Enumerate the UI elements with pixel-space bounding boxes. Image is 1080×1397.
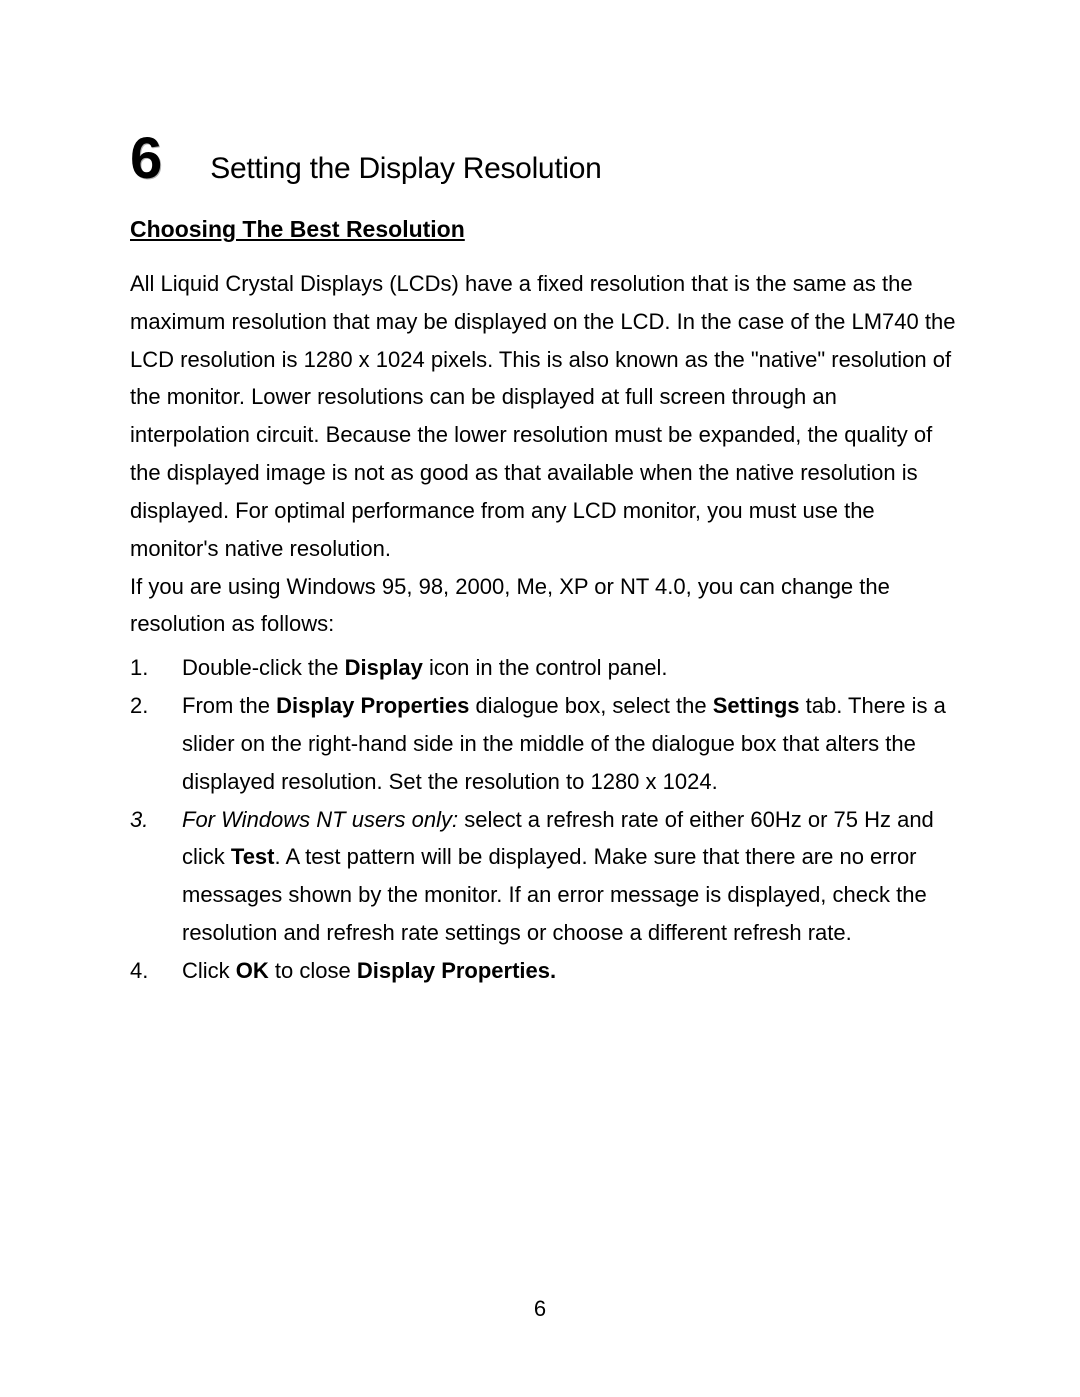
- bold-text: Display Properties: [276, 693, 469, 718]
- body-paragraph-2: If you are using Windows 95, 98, 2000, M…: [130, 568, 960, 644]
- list-item-4: 4. Click OK to close Display Properties.: [130, 952, 960, 990]
- bold-text: Test: [231, 844, 275, 869]
- chapter-title: Setting the Display Resolution: [210, 152, 601, 186]
- list-number: 2.: [130, 687, 182, 800]
- chapter-heading: 6 Setting the Display Resolution: [130, 130, 960, 188]
- list-item-1: 1. Double-click the Display icon in the …: [130, 649, 960, 687]
- bold-text: Settings: [713, 693, 800, 718]
- text-segment: icon in the control panel.: [423, 655, 668, 680]
- text-segment: . A test pattern will be displayed. Make…: [182, 844, 927, 945]
- list-number: 3.: [130, 801, 182, 952]
- list-number: 4.: [130, 952, 182, 990]
- chapter-number: 6: [130, 130, 162, 188]
- list-item-3: 3. For Windows NT users only: select a r…: [130, 801, 960, 952]
- list-content: For Windows NT users only: select a refr…: [182, 801, 960, 952]
- page-number: 6: [534, 1296, 546, 1322]
- italic-text: For Windows NT users only:: [182, 807, 464, 832]
- list-number: 1.: [130, 649, 182, 687]
- text-segment: Double-click the: [182, 655, 345, 680]
- text-segment: to close: [269, 958, 357, 983]
- list-content: Double-click the Display icon in the con…: [182, 649, 960, 687]
- bold-text: Display: [345, 655, 423, 680]
- text-segment: dialogue box, select the: [469, 693, 712, 718]
- list-content: Click OK to close Display Properties.: [182, 952, 960, 990]
- text-segment: From the: [182, 693, 276, 718]
- list-item-2: 2. From the Display Properties dialogue …: [130, 687, 960, 800]
- body-paragraph-1: All Liquid Crystal Displays (LCDs) have …: [130, 265, 960, 568]
- text-segment: Click: [182, 958, 236, 983]
- instruction-list: 1. Double-click the Display icon in the …: [130, 649, 960, 989]
- list-content: From the Display Properties dialogue box…: [182, 687, 960, 800]
- bold-text: Display Properties.: [357, 958, 556, 983]
- section-heading: Choosing The Best Resolution: [130, 216, 960, 243]
- bold-text: OK: [236, 958, 269, 983]
